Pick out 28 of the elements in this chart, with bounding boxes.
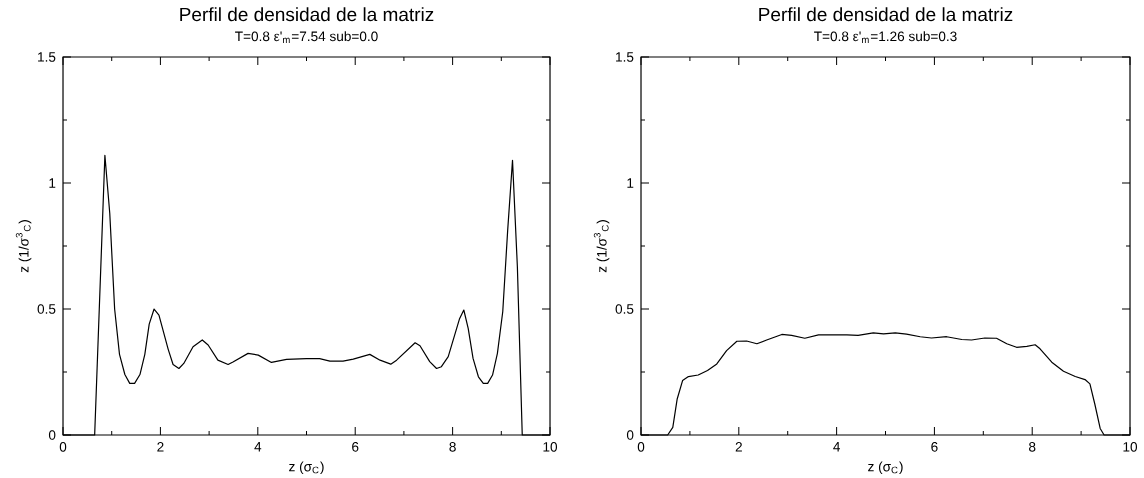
chart-subtitle: T=0.8 ε'$_{m}$=1.26 sub=0.3 — [814, 31, 957, 43]
y-tick-label: 1.5 — [616, 52, 634, 62]
y-tick-label: 0.5 — [37, 304, 56, 314]
x-tick-label: 6 — [931, 442, 938, 452]
x-tick-label: 4 — [254, 442, 262, 452]
y-tick-label: 0.5 — [615, 304, 634, 314]
y-tick-label: 1 — [49, 178, 56, 188]
x-axis-title: z (σ$_{C}$) — [868, 461, 903, 475]
x-tick-label: 10 — [543, 442, 558, 452]
chart-title: Perfil de densidad de la matriz — [759, 7, 1013, 22]
x-tick-label: 2 — [157, 442, 164, 452]
y-tick-label: 0 — [48, 430, 56, 440]
x-tick-label: 4 — [833, 442, 841, 452]
y-tick-label: 1.5 — [38, 52, 56, 62]
x-tick-label: 8 — [449, 442, 456, 452]
x-tick-label: 10 — [1123, 442, 1138, 452]
y-axis-title: z (1/σ$^{3}$$_{C}$) — [15, 220, 32, 273]
chart-title: Perfil de densidad de la matriz — [180, 7, 434, 22]
x-axis-title: z (σ$_{C}$) — [289, 461, 324, 475]
x-tick-label: 6 — [352, 442, 359, 452]
x-tick-label: 8 — [1029, 442, 1036, 452]
chart-subtitle: T=0.8 ε'$_{m}$=7.54 sub=0.0 — [235, 31, 378, 43]
x-tick-label: 0 — [59, 442, 67, 452]
y-axis-title: z (1/σ$^{3}$$_{C}$) — [593, 220, 610, 273]
x-tick-label: 2 — [735, 442, 742, 452]
x-tick-label: 0 — [637, 442, 645, 452]
y-tick-label: 1 — [627, 178, 634, 188]
y-tick-label: 0 — [626, 430, 634, 440]
